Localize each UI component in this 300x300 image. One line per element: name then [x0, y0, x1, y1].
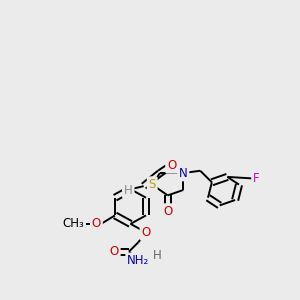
Text: O: O [163, 205, 172, 218]
Text: N: N [134, 254, 142, 267]
Text: S: S [148, 178, 156, 191]
Text: H: H [153, 249, 162, 262]
Text: O: O [167, 159, 176, 172]
Text: N: N [179, 167, 188, 180]
Text: O: O [141, 226, 151, 239]
Text: H: H [124, 184, 133, 196]
Text: F: F [253, 172, 260, 185]
Text: O: O [92, 218, 101, 230]
Text: H: H [153, 249, 162, 262]
Text: O: O [110, 245, 119, 258]
Text: CH₃: CH₃ [62, 218, 84, 230]
Text: NH₂: NH₂ [127, 254, 149, 267]
Text: H: H [124, 184, 133, 196]
